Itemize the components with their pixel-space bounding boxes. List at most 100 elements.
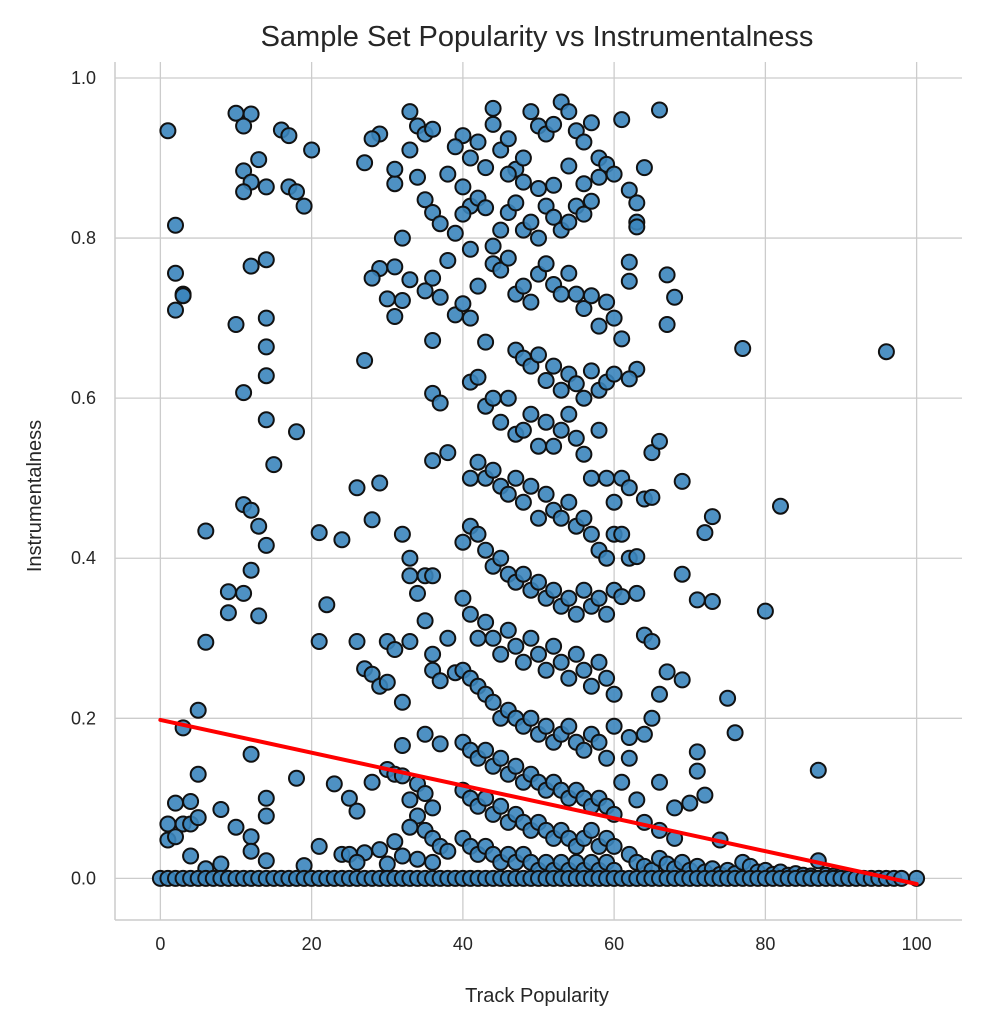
data-point (454, 533, 472, 551)
data-point (522, 213, 540, 231)
data-point (507, 469, 525, 487)
x-tick-label: 20 (302, 934, 322, 954)
data-point (590, 733, 608, 751)
data-point (416, 612, 434, 630)
data-point (582, 362, 600, 380)
trend-line (158, 717, 919, 886)
data-point (431, 735, 449, 753)
data-point (703, 593, 721, 610)
data-point (386, 258, 404, 276)
data-point (522, 709, 540, 727)
data-point (537, 661, 555, 679)
data-point (530, 180, 547, 197)
data-point (552, 653, 570, 671)
data-point (250, 517, 268, 535)
data-point (454, 295, 472, 313)
data-point (424, 567, 442, 585)
data-point (560, 405, 578, 423)
data-point (257, 807, 275, 825)
data-point (582, 192, 600, 210)
data-point (439, 165, 457, 183)
data-point (628, 218, 646, 236)
data-point (666, 799, 684, 817)
x-tick-label: 100 (902, 934, 932, 954)
y-axis-label: Instrumentalness (24, 420, 46, 572)
data-point (605, 309, 623, 327)
data-point (484, 237, 502, 255)
data-point (575, 133, 593, 151)
data-point (545, 437, 563, 455)
data-point (628, 791, 646, 809)
data-point (469, 629, 487, 647)
data-point (643, 633, 661, 650)
data-point (522, 477, 540, 495)
x-tick-label: 60 (604, 934, 624, 954)
data-point (514, 653, 532, 671)
data-point (431, 672, 449, 690)
data-point (651, 685, 668, 703)
data-point (756, 602, 774, 620)
data-point (409, 584, 426, 602)
data-point (288, 183, 305, 201)
data-point (514, 421, 532, 439)
data-point (401, 141, 419, 159)
data-point (469, 277, 487, 295)
y-tick-label: 0.0 (71, 868, 96, 888)
data-point (582, 525, 600, 543)
x-tick-label: 80 (755, 934, 775, 954)
data-point (219, 604, 237, 622)
data-point (303, 141, 321, 159)
data-point (560, 669, 578, 687)
data-point (545, 357, 563, 375)
data-point (446, 138, 464, 156)
data-point (492, 221, 510, 239)
data-point (371, 841, 389, 859)
data-point (530, 509, 547, 527)
data-point (492, 549, 510, 567)
data-point (522, 629, 540, 647)
data-point (620, 729, 638, 746)
data-point (522, 103, 540, 121)
data-point (492, 413, 510, 431)
data-point (461, 469, 479, 487)
data-point (545, 115, 563, 133)
data-point (605, 717, 623, 735)
data-point (499, 621, 517, 639)
data-point (484, 99, 502, 117)
data-point (212, 801, 230, 818)
data-point (454, 178, 472, 196)
data-point (386, 641, 404, 658)
data-point (530, 645, 547, 663)
data-point (386, 308, 404, 325)
data-point (189, 701, 207, 719)
data-point (424, 269, 442, 287)
data-point (401, 633, 419, 650)
data-point (560, 157, 578, 175)
data-point (197, 633, 215, 651)
data-point (499, 130, 517, 148)
data-point (688, 743, 706, 761)
data-point (590, 653, 608, 671)
data-point (620, 253, 638, 271)
data-point (673, 565, 691, 583)
data-point (492, 797, 510, 815)
data-point (484, 461, 502, 479)
data-point (242, 105, 260, 123)
data-point (734, 340, 752, 357)
data-point (643, 488, 661, 506)
data-point (310, 837, 328, 855)
data-point (537, 255, 555, 273)
data-point (545, 581, 563, 599)
data-points (151, 93, 926, 887)
data-point (575, 445, 593, 463)
data-point (605, 365, 623, 383)
data-point (348, 633, 366, 650)
data-point (613, 773, 631, 791)
data-point (446, 224, 464, 242)
data-point (499, 165, 517, 183)
data-point (257, 367, 275, 385)
data-point (552, 285, 570, 303)
data-point (658, 316, 676, 333)
data-point (575, 175, 593, 193)
data-point (401, 549, 419, 567)
